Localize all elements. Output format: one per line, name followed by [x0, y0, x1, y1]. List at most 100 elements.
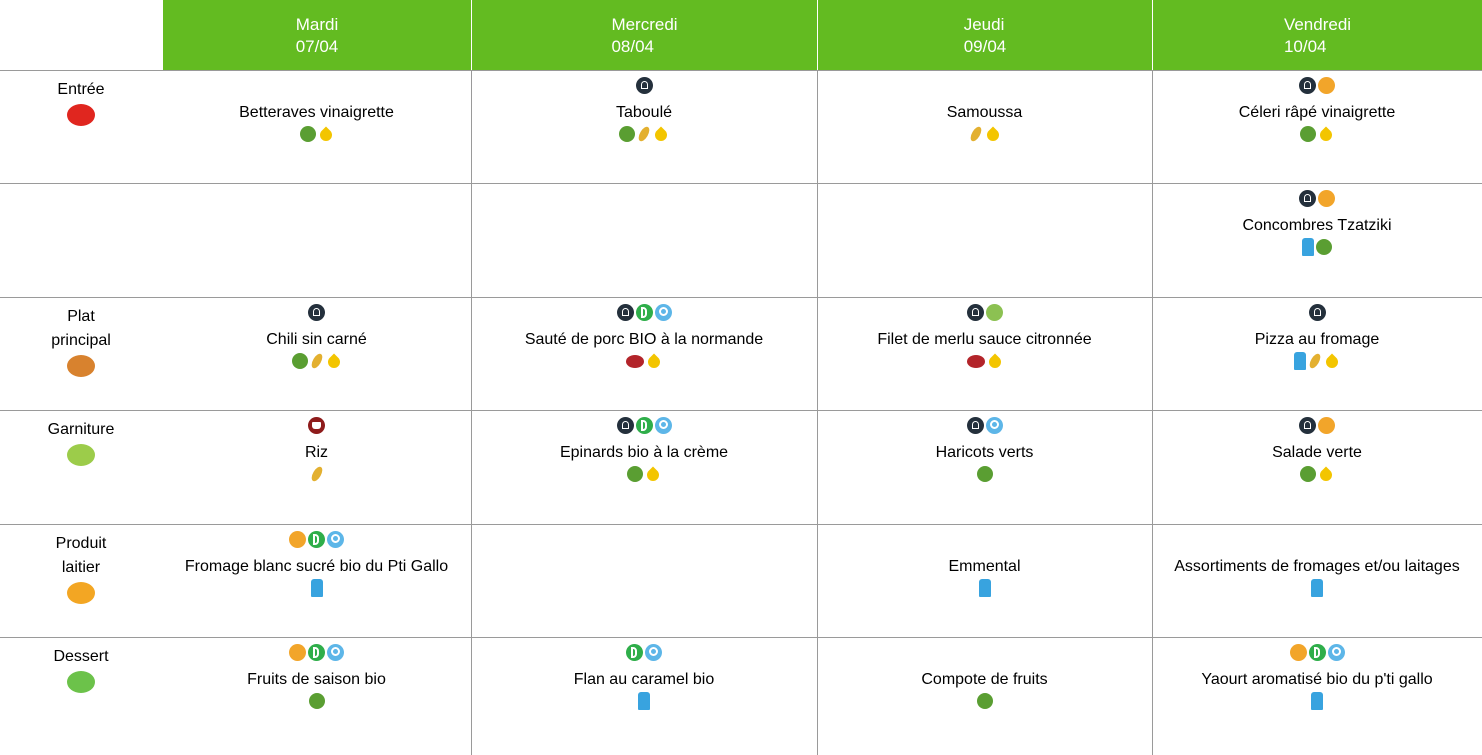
day-date: 08/04 [611, 37, 654, 56]
allergen-icons [968, 125, 1002, 144]
icon [1323, 353, 1341, 371]
dish-name: Samoussa [946, 104, 1023, 121]
icon [976, 466, 993, 482]
menu-cell: Chili sin carné [162, 297, 471, 410]
menu-cell: Epinards bio à la crème [471, 410, 817, 524]
allergen-icons [310, 579, 324, 597]
dish-name: Taboulé [615, 104, 673, 121]
day-header-text: Mercredi 08/04 [611, 14, 677, 58]
menu-cell: Yaourt aromatisé bio du p'ti gallo [1152, 637, 1482, 755]
allergen-icons [976, 465, 994, 483]
label-icons [966, 416, 1004, 434]
icon [1317, 126, 1335, 144]
icon [626, 354, 644, 368]
menu-cell: Pizza au fromage [1152, 297, 1482, 410]
icon [635, 303, 653, 321]
day-header: Vendredi 10/04 [1152, 0, 1482, 70]
menu-cell: Fromage blanc sucré bio du Pti Gallo [162, 524, 471, 637]
dish-name: Fromage blanc sucré bio du Pti Gallo [184, 558, 449, 575]
icon [616, 303, 634, 321]
day-name: Vendredi [1283, 15, 1352, 34]
icon [966, 416, 984, 434]
dish-name: Emmental [948, 558, 1021, 575]
label-icons [966, 303, 1004, 321]
allergen-icons [1301, 238, 1333, 256]
row-label: Produit laitier [0, 524, 162, 637]
icon [309, 352, 324, 370]
icon [309, 465, 324, 483]
dish-name: Salade verte [1272, 444, 1362, 461]
row-separator [0, 410, 1482, 411]
dish-name: Concombres Tzatziki [1242, 217, 1392, 234]
column-separator [817, 70, 818, 755]
row-label-text: Plat principal [51, 308, 111, 349]
icon [299, 126, 316, 142]
dish-name: Epinards bio à la crème [559, 444, 729, 461]
day-header: Mercredi 08/04 [471, 0, 817, 70]
dish-name: Haricots verts [935, 444, 1034, 461]
icon [1307, 352, 1323, 370]
day-header-text: Vendredi 10/04 [1284, 14, 1351, 58]
label-icons [288, 643, 345, 661]
day-date: 07/04 [295, 37, 339, 56]
icon [1308, 643, 1326, 661]
label-icons [616, 303, 673, 321]
label-icons [1298, 76, 1336, 94]
row-label-text: Entrée [57, 81, 105, 98]
label-icons [616, 416, 673, 434]
icon [966, 354, 985, 368]
menu-cell: Flan au caramel bio [471, 637, 817, 755]
row-label: Dessert [0, 637, 162, 755]
tomato-icon [67, 104, 95, 126]
column-separator [471, 70, 472, 755]
day-date: 10/04 [1283, 37, 1327, 56]
icon [968, 125, 983, 143]
allergen-icons [978, 579, 992, 597]
row-label-text: Dessert [53, 648, 109, 665]
row-label: Plat principal [0, 297, 162, 410]
icon [1311, 579, 1323, 597]
row-label-text: Produit laitier [55, 535, 107, 576]
menu-cell: Samoussa [817, 70, 1152, 183]
row-separator [0, 297, 1482, 298]
label-icons [307, 416, 326, 434]
icon [976, 693, 993, 709]
icon [627, 466, 643, 482]
icon [308, 416, 325, 434]
allergen-icons [1293, 352, 1341, 371]
icon [1289, 643, 1307, 661]
icon [1317, 466, 1335, 484]
allergen-icons [291, 352, 343, 371]
column-separator [1152, 70, 1153, 755]
allergen-icons [309, 465, 325, 483]
icon [638, 692, 650, 710]
icon [1302, 238, 1314, 256]
dish-name: Fruits de saison bio [247, 671, 386, 688]
menu-cell: Betteraves vinaigrette [162, 70, 471, 183]
label-icons [1289, 643, 1346, 661]
dish-name: Compote de fruits [921, 671, 1048, 688]
row-label: Garniture [0, 410, 162, 524]
allergen-icons [1310, 692, 1324, 710]
chicken-icon [67, 355, 95, 377]
day-header-text: Mardi 07/04 [296, 14, 339, 58]
icon [1311, 692, 1323, 710]
icon [654, 416, 672, 434]
dish-name: Céleri râpé vinaigrette [1238, 104, 1396, 121]
icon [626, 643, 643, 661]
day-name: Mercredi [611, 15, 678, 34]
icon [978, 579, 991, 597]
dish-name: Filet de merlu sauce citronnée [877, 331, 1092, 348]
allergen-icons [1299, 125, 1335, 144]
cheese-icon [67, 582, 95, 604]
icon [985, 416, 1003, 434]
icon [317, 126, 334, 144]
icon [1308, 303, 1326, 321]
icon [308, 530, 325, 548]
dish-name: Chili sin carné [266, 331, 367, 348]
allergen-icons [976, 692, 994, 710]
icon [985, 303, 1003, 321]
label-icons [1308, 303, 1327, 321]
menu-cell: Assortiments de fromages et/ou laitages [1152, 524, 1482, 637]
